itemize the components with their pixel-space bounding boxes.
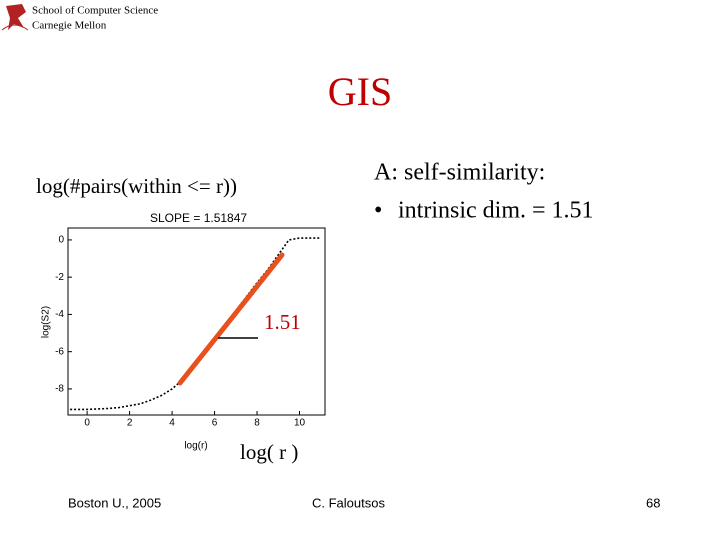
y-axis-label: log(S2) bbox=[41, 306, 52, 338]
y-tick-label: -8 bbox=[55, 384, 64, 395]
y-tick-label: -4 bbox=[55, 309, 64, 320]
right-bullet: intrinsic dim. = 1.51 bbox=[398, 198, 594, 224]
x-tick-label: 0 bbox=[84, 418, 90, 429]
page-number: 68 bbox=[646, 495, 660, 510]
slope-line bbox=[177, 252, 285, 386]
x-tick-label: 4 bbox=[169, 418, 175, 429]
logo bbox=[1, 4, 29, 31]
y-tick-label: -2 bbox=[55, 272, 64, 283]
x-tick-label: 8 bbox=[254, 418, 260, 429]
x-tick-label: 10 bbox=[294, 418, 306, 429]
x-tick-label: 2 bbox=[127, 418, 133, 429]
footer-left: Boston U., 2005 bbox=[68, 495, 161, 510]
y-tick-label: -6 bbox=[55, 346, 64, 357]
x-caption: log( r ) bbox=[240, 440, 298, 464]
bullet-symbol: • bbox=[374, 198, 382, 224]
right-heading: A: self-similarity: bbox=[374, 160, 545, 186]
header-university: Carnegie Mellon bbox=[32, 20, 107, 32]
plot-title: SLOPE = 1.51847 bbox=[150, 211, 247, 225]
plot-frame bbox=[67, 227, 326, 416]
slide-title: GIS bbox=[328, 69, 392, 114]
footer-center: C. Faloutsos bbox=[312, 495, 385, 510]
y-tick-label: 0 bbox=[58, 235, 64, 246]
slope-annotation: 1.51 bbox=[264, 310, 301, 334]
left-caption: log(#pairs(within <= r)) bbox=[36, 174, 237, 198]
x-axis-label: log(r) bbox=[184, 441, 207, 452]
x-tick-label: 6 bbox=[212, 418, 218, 429]
header-school: School of Computer Science bbox=[32, 5, 158, 17]
